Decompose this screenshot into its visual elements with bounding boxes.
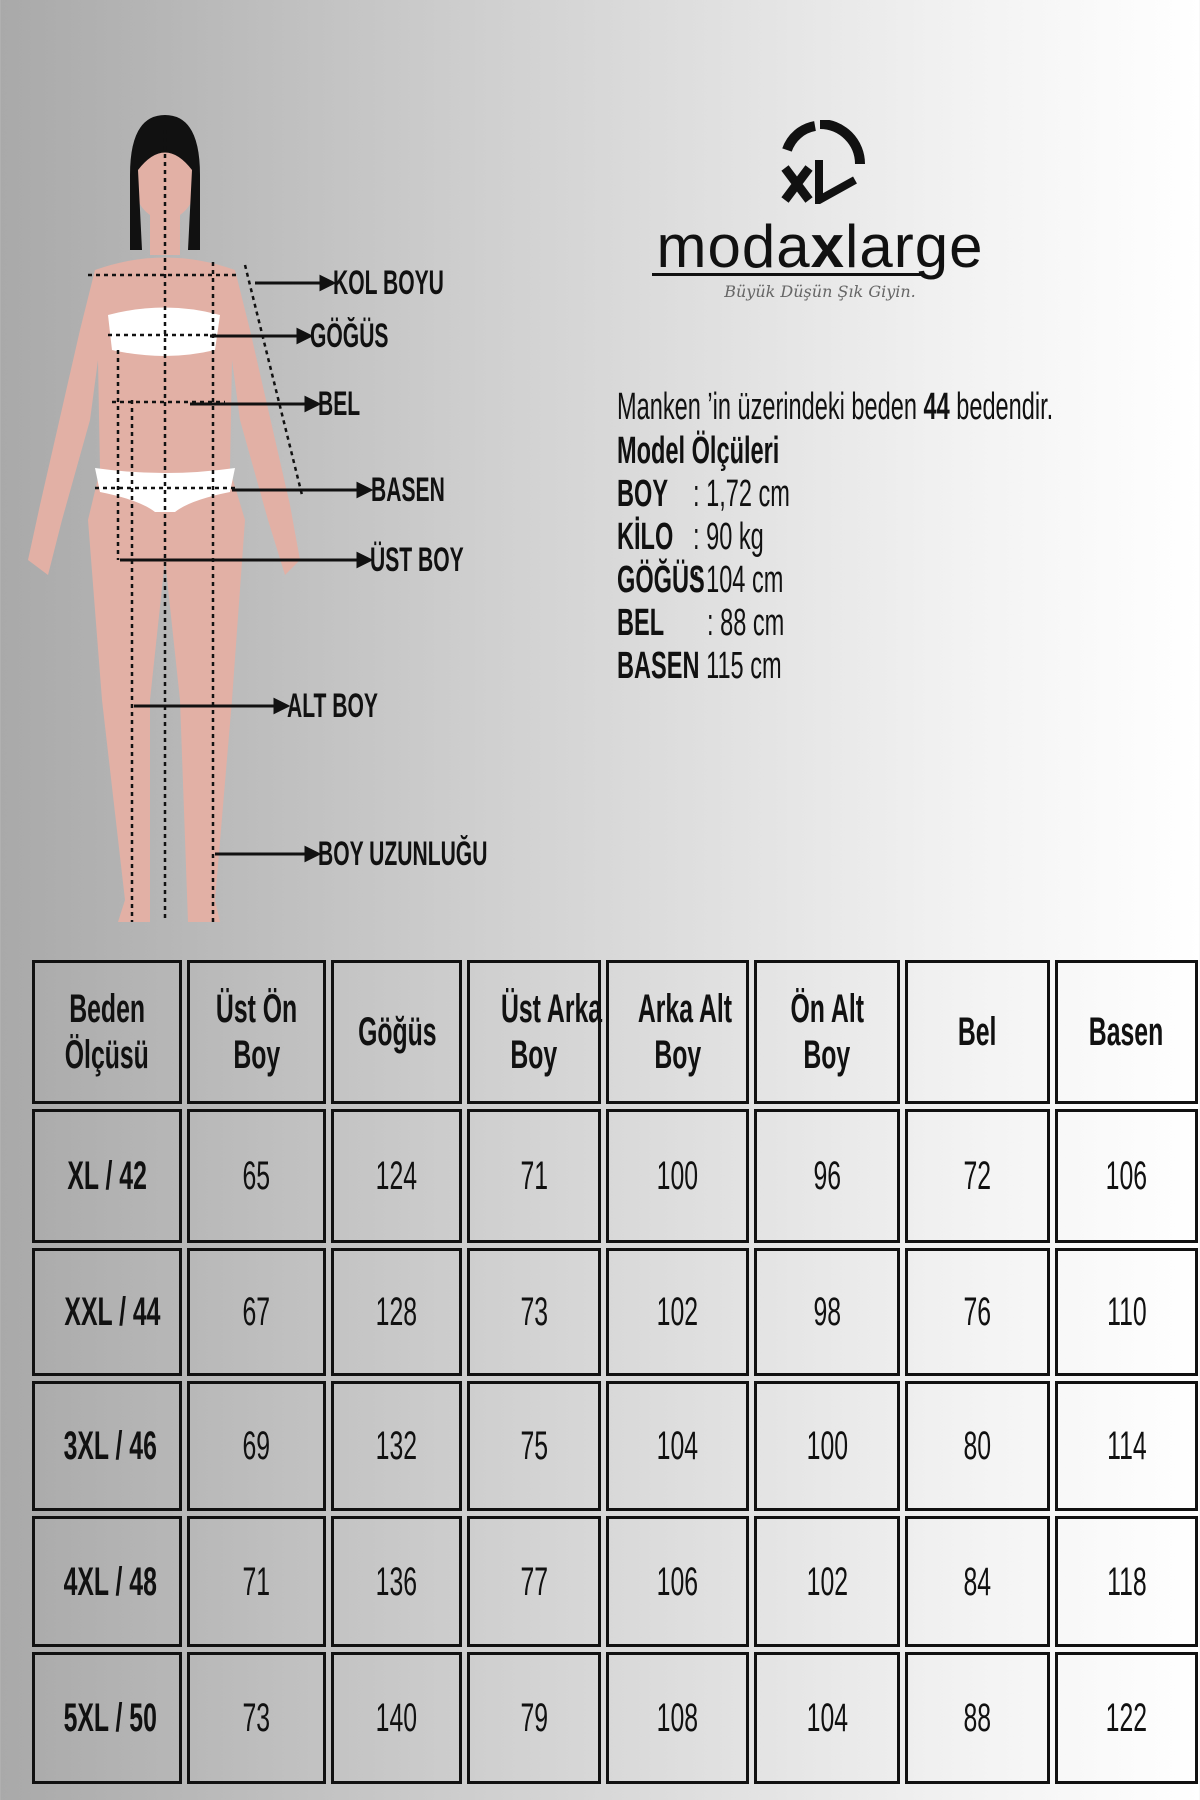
value-cell: 102 — [606, 1248, 749, 1376]
value-cell: 69 — [187, 1381, 326, 1511]
value-cell: 108 — [606, 1652, 749, 1784]
value-cell: 106 — [1055, 1109, 1198, 1243]
value-cell: 100 — [754, 1381, 900, 1511]
column-header: Ön Alt Boy — [754, 960, 900, 1104]
label-kol-boyu: KOL BOYU — [333, 264, 444, 302]
value-cell: 100 — [606, 1109, 749, 1243]
logo-mark-icon — [781, 119, 865, 207]
value-cell: 104 — [754, 1652, 900, 1784]
mannequin-figure — [28, 115, 374, 922]
model-measure-row: BASEN — [617, 645, 700, 687]
value-cell: 124 — [331, 1109, 462, 1243]
column-header: Basen — [1055, 960, 1198, 1104]
label-ust-boy: ÜST BOY — [370, 541, 464, 579]
brand-name: modaxlarge — [656, 213, 984, 280]
brand-underline — [652, 273, 922, 276]
value-cell: 77 — [467, 1516, 601, 1647]
value-cell: 136 — [331, 1516, 462, 1647]
label-alt-boy: ALT BOY — [287, 687, 378, 725]
value-cell: 79 — [467, 1652, 601, 1784]
column-header: Beden Ölçüsü — [32, 960, 182, 1104]
size-cell: 5XL / 50 — [32, 1652, 182, 1784]
table-row: XXL / 44 67 128 73 102 98 76 110 — [32, 1248, 1198, 1376]
model-title: Model Ölçüleri — [617, 430, 780, 472]
value-cell: 102 — [754, 1516, 900, 1647]
value-cell: 96 — [754, 1109, 900, 1243]
table-row: 5XL / 50 73 140 79 108 104 88 122 — [32, 1652, 1198, 1784]
hair — [130, 115, 200, 250]
value-cell: 88 — [905, 1652, 1050, 1784]
column-header: Bel — [905, 960, 1050, 1104]
value-cell: 132 — [331, 1381, 462, 1511]
model-measure-row: GÖĞÜS — [617, 559, 705, 601]
value-cell: 118 — [1055, 1516, 1198, 1647]
label-gogus: GÖĞÜS — [310, 317, 389, 355]
value-cell: 80 — [905, 1381, 1050, 1511]
value-cell: 72 — [905, 1109, 1050, 1243]
model-intro: Manken ’in üzerindeki beden 44 bedendir. — [617, 386, 1054, 428]
model-measure-value: : 88 cm — [707, 602, 785, 644]
value-cell: 75 — [467, 1381, 601, 1511]
model-measure-value: : 90 kg — [693, 516, 764, 558]
label-basen: BASEN — [371, 471, 445, 509]
size-cell: 4XL / 48 — [32, 1516, 182, 1647]
value-cell: 65 — [187, 1109, 326, 1243]
size-table: Beden Ölçüsü Üst Ön Boy Göğüs Üst Arka Boy Arka… — [27, 955, 1200, 1789]
value-cell: 106 — [606, 1516, 749, 1647]
column-header: Arka Alt Boy — [606, 960, 749, 1104]
value-cell: 71 — [467, 1109, 601, 1243]
size-cell: XL / 42 — [32, 1109, 182, 1243]
value-cell: 110 — [1055, 1248, 1198, 1376]
brand-tagline: Büyük Düşün Şık Giyin. — [724, 282, 916, 301]
model-measure-row: BEL — [617, 602, 665, 644]
value-cell: 76 — [905, 1248, 1050, 1376]
value-cell: 71 — [187, 1516, 326, 1647]
value-cell: 98 — [754, 1248, 900, 1376]
brand-logo: modaxlarge Büyük Düşün Şık Giyin. — [640, 119, 1000, 301]
size-cell: 3XL / 46 — [32, 1381, 182, 1511]
size-cell: XXL / 44 — [32, 1248, 182, 1376]
column-header: Üst Arka Boy — [467, 960, 602, 1104]
model-measure-value: : 104 cm — [693, 559, 784, 601]
column-header: Göğüs — [331, 960, 462, 1104]
value-cell: 114 — [1055, 1381, 1198, 1511]
label-bel: BEL — [318, 385, 361, 423]
value-cell: 84 — [905, 1516, 1050, 1647]
model-measure-value: : 115 cm — [693, 645, 782, 687]
table-header-row: Beden Ölçüsü Üst Ön Boy Göğüs Üst Arka Boy Arka… — [32, 960, 1198, 1104]
table-row: 3XL / 46 69 132 75 104 100 80 114 — [32, 1381, 1198, 1511]
model-measure-row: KİLO — [617, 516, 674, 558]
value-cell: 122 — [1055, 1652, 1198, 1784]
label-boy-uzunlugu: BOY UZUNLUĞU — [318, 835, 488, 873]
model-measure-row: BOY — [617, 473, 669, 515]
value-cell: 73 — [467, 1248, 601, 1376]
value-cell: 140 — [331, 1652, 462, 1784]
value-cell: 128 — [331, 1248, 462, 1376]
column-header: Üst Ön Boy — [187, 960, 326, 1104]
model-measure-value: : 1,72 cm — [693, 473, 790, 515]
table-row: 4XL / 48 71 136 77 106 102 84 118 — [32, 1516, 1198, 1647]
table-row: XL / 42 65 124 71 100 96 72 106 — [32, 1109, 1198, 1243]
value-cell: 104 — [606, 1381, 749, 1511]
value-cell: 73 — [187, 1652, 326, 1784]
value-cell: 67 — [187, 1248, 326, 1376]
